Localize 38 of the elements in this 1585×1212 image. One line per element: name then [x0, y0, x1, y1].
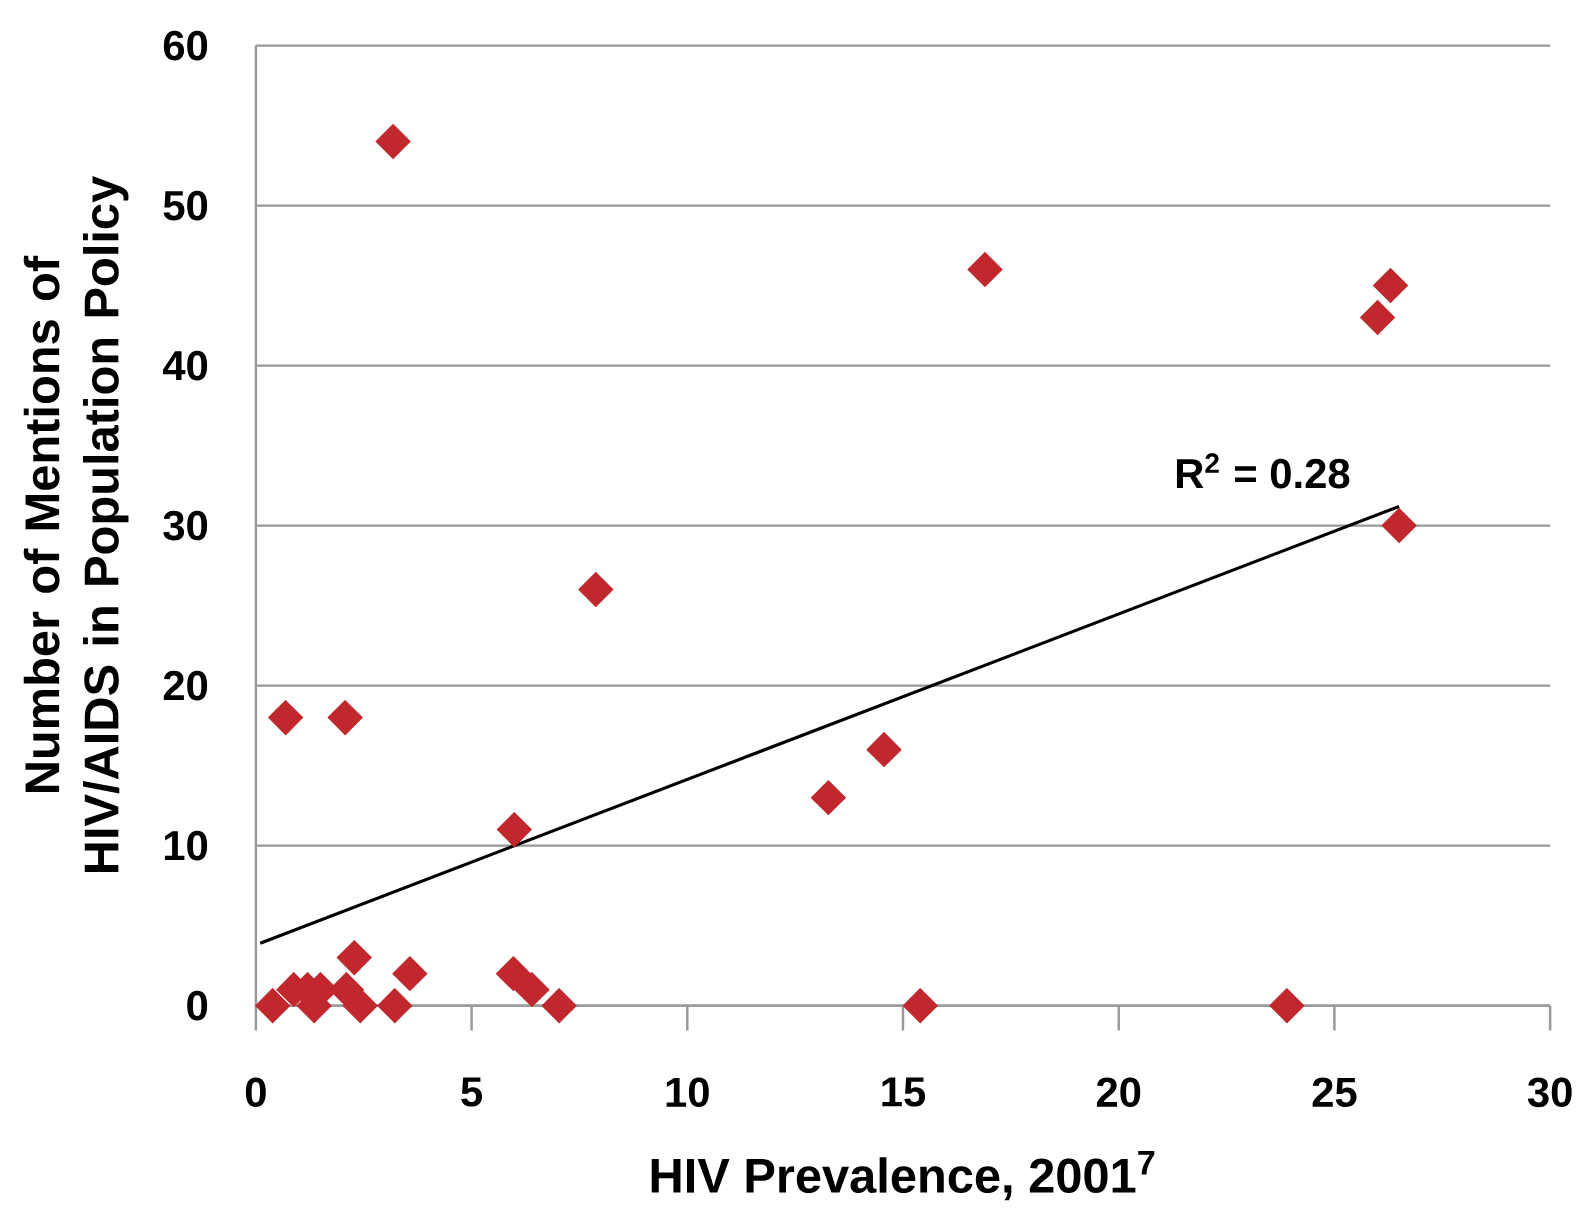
point: [1381, 508, 1417, 544]
y-tick-label: 20: [163, 670, 208, 701]
point: [514, 972, 550, 1008]
x-tick-label: 15: [882, 1077, 926, 1107]
y-tick-label: 0: [187, 990, 208, 1021]
point: [375, 124, 411, 160]
point: [967, 252, 1003, 288]
x-tick-label: 30: [1527, 1077, 1572, 1108]
point: [392, 956, 428, 992]
point: [902, 988, 938, 1024]
point: [1269, 988, 1305, 1024]
point: [496, 812, 532, 848]
annotation: R$^{2}$ = 0.28: [1176, 453, 1350, 489]
point: [495, 956, 531, 992]
x-tick-label: 5: [461, 1077, 483, 1107]
x-tick-label: 25: [1312, 1077, 1357, 1108]
point: [578, 572, 614, 608]
y-axis-title: Number of Mentions of HIV/AIDS in Population Policy: [23, 176, 129, 873]
y-tick-label: 30: [163, 510, 208, 541]
point: [377, 988, 413, 1024]
point: [866, 732, 902, 768]
point: [810, 780, 846, 816]
point: [1360, 300, 1396, 336]
x-tick-label: 0: [245, 1077, 266, 1108]
y-tick-label: 10: [164, 830, 208, 861]
point: [255, 988, 291, 1024]
point: [1373, 268, 1408, 304]
point: [342, 988, 378, 1024]
x-tick-label: 10: [666, 1077, 709, 1108]
point: [336, 940, 372, 976]
y-tick-label: 60: [163, 30, 208, 61]
y-tick-label: 40: [162, 350, 208, 381]
point: [268, 700, 304, 736]
x-axis-title: HIV Prevalence, 2001$^{7}$: [651, 1151, 1155, 1201]
y-tick-label: 50: [163, 190, 208, 221]
point: [327, 700, 363, 736]
x-tick-label: 20: [1096, 1077, 1141, 1108]
point: [541, 988, 577, 1024]
